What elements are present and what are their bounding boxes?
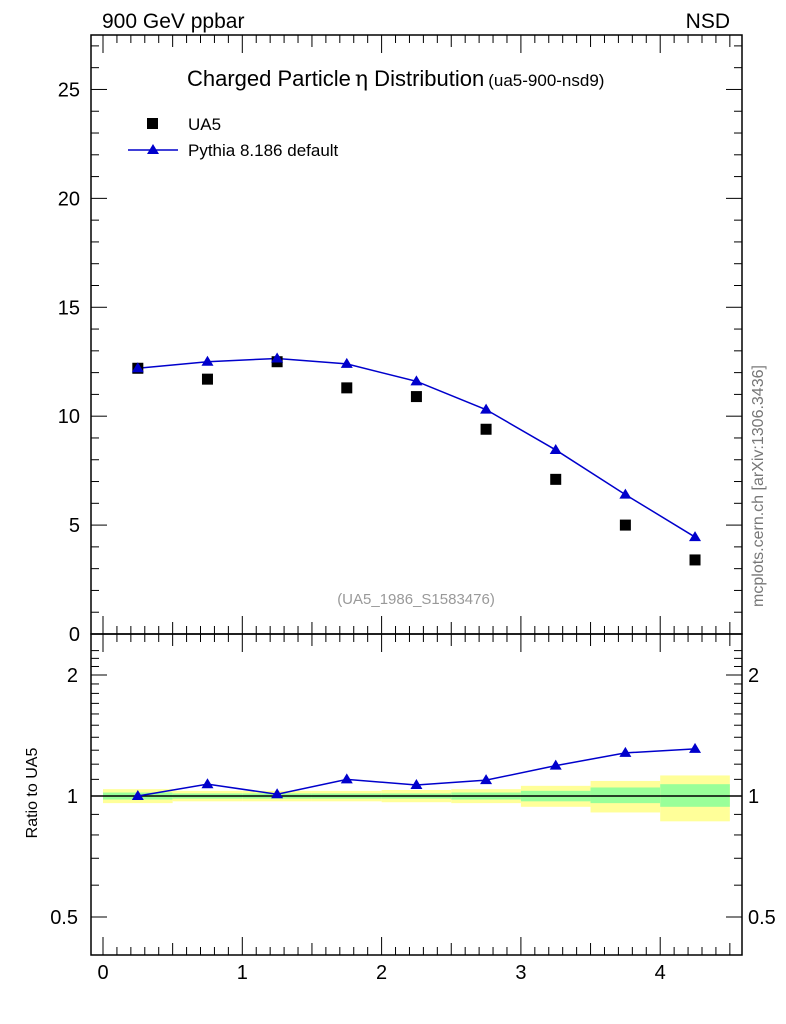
energy-label: 900 GeV ppbar [102,10,244,33]
ua5-point [619,519,631,531]
pythia-point [201,355,214,366]
ratio-pythia-point [549,759,562,770]
pythia-point [619,488,632,499]
x-tick-label: 0 [97,962,108,984]
ratio-pythia-point [271,788,284,799]
chart-title: Charged Particle η Distribution (ua5-900-n… [187,66,604,92]
pythia-point [340,357,353,368]
ratio-y-tick-label: 2 [67,665,78,687]
main-y-tick-label: 0 [69,624,80,646]
x-tick-label: 3 [515,962,526,984]
main-y-tick-label: 20 [58,188,80,210]
ua5-point [480,423,492,435]
main-y-tick-label: 25 [58,79,80,101]
pythia-point [410,375,423,386]
ratio-pythia-point [340,773,353,784]
ua5-point [689,554,701,566]
ua5-point [550,473,562,485]
process-label: NSD [686,10,730,33]
mcplots-watermark: mcplots.cern.ch [arXiv:1306.3436] [750,365,767,607]
axis-ticks [91,35,742,955]
legend-pythia-label: Pythia 8.186 default [188,141,339,160]
main-y-tick-label: 15 [58,297,80,319]
pythia-point [271,352,284,363]
legend-pythia-marker [147,144,159,154]
ua5-point [341,382,353,394]
ratio-y-tick-label: 1 [67,786,78,808]
chart-marks [131,352,702,800]
ua5-point [410,391,422,403]
analysis-reference: (UA5_1986_S1583476) [337,591,495,608]
ratio-pythia-point [689,742,702,753]
ratio-y-tick-label: 0.5 [50,907,78,929]
ratio-pythia-point [410,779,423,790]
pythia-point [480,403,493,414]
x-tick-label: 1 [237,962,248,984]
ratio-y-tick-label-right: 0.5 [748,907,776,929]
pythia-point [549,443,562,454]
x-tick-label: 2 [376,962,387,984]
main-y-tick-label: 10 [58,406,80,428]
legend-ua5-label: UA5 [188,115,221,134]
ratio-pythia-point [619,746,632,757]
ua5-point [201,373,213,385]
pythia-point [689,531,702,542]
ratio-pythia-point [131,790,144,800]
main-y-tick-label: 5 [69,515,80,537]
ratio-y-tick-label-right: 2 [748,665,759,687]
pythia-point [131,362,144,373]
ratio-pythia-point [480,774,493,785]
legend-ua5-marker [147,118,158,129]
x-tick-label: 4 [655,962,666,984]
ratio-pythia-point [201,778,214,789]
ratio-panel-frame [90,633,743,956]
ratio-axis-label: Ratio to UA5 [24,748,41,839]
ratio-y-tick-label-right: 1 [748,786,759,808]
